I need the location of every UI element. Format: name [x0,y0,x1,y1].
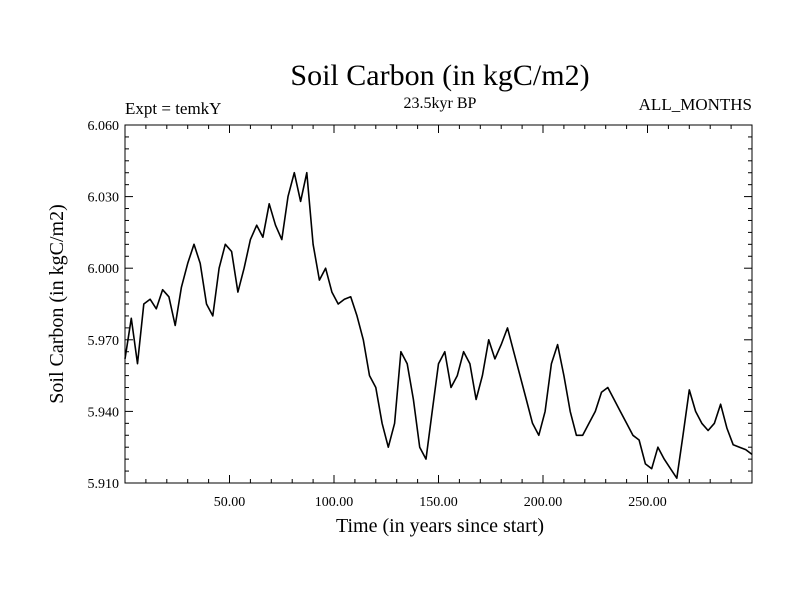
period-label: 23.5kyr BP [404,95,477,112]
y-axis-label: Soil Carbon (in kgC/m2) [46,204,68,403]
x-tick-label: 150.00 [419,495,458,510]
months-label: ALL_MONTHS [639,95,752,114]
y-tick-label: 6.030 [88,191,120,206]
y-axis: 5.910 5.940 5.970 6.000 6.030 6.060 [88,119,752,492]
chart-title: Soil Carbon (in kgC/m2) [290,59,589,92]
experiment-label: Expt = temkY [125,99,221,118]
x-axis: 50.00 100.00 150.00 200.00 250.00 [145,125,732,510]
y-tick-label: 5.910 [88,477,120,492]
y-tick-label: 5.970 [88,334,120,349]
x-tick-label: 200.00 [524,495,563,510]
x-tick-label: 250.00 [628,495,667,510]
y-tick-label: 6.060 [88,119,120,134]
plot-frame [124,124,753,484]
series-line [124,171,753,480]
x-axis-label: Time (in years since start) [336,515,544,537]
x-tick-label: 100.00 [315,495,354,510]
y-tick-label: 6.000 [88,262,120,277]
series-layer [124,171,753,480]
y-tick-label: 5.940 [88,405,120,420]
x-tick-label: 50.00 [214,495,246,510]
